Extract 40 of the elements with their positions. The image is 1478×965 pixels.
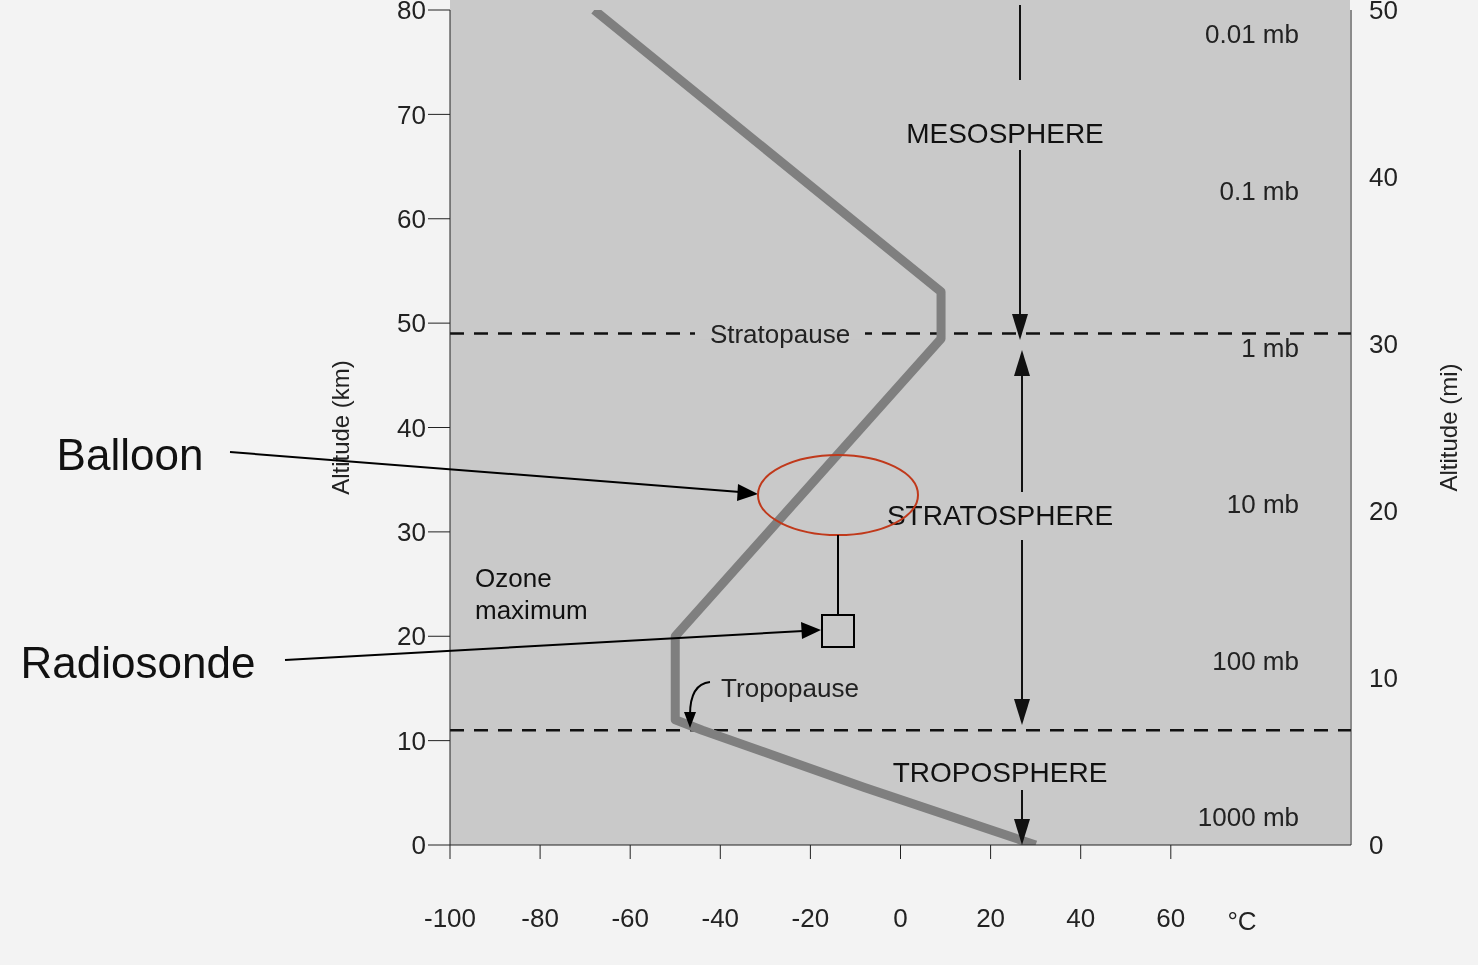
- y-tick-label: 30: [397, 517, 426, 548]
- y2-tick-label: 50: [1369, 0, 1398, 26]
- y2-tick-label: 40: [1369, 162, 1398, 193]
- ref-line-label: Stratopause: [709, 318, 851, 349]
- y-tick-label: 10: [397, 725, 426, 756]
- y-tick-label: 20: [397, 621, 426, 652]
- y-tick-label: 40: [397, 412, 426, 443]
- y-tick-label: 0: [411, 830, 426, 861]
- x-tick-label: 40: [1066, 903, 1096, 934]
- annotation: MESOSPHERE: [906, 118, 1104, 149]
- y-tick-label: 80: [397, 0, 426, 26]
- y-tick-label: 60: [397, 203, 426, 234]
- y3-tick-label: 1000 mb: [1197, 802, 1299, 833]
- y2-tick-label: 10: [1369, 663, 1398, 694]
- y3-tick-label: 0.01 mb: [1205, 19, 1299, 50]
- x-tick-label: 60: [1156, 903, 1186, 934]
- y3-tick-label: 10 mb: [1226, 489, 1299, 520]
- y-tick-label: 70: [397, 99, 426, 130]
- text: Balloon: [56, 430, 204, 479]
- y3-tick-label: 1 mb: [1241, 332, 1299, 363]
- x-tick-label: -40: [701, 903, 740, 934]
- y3-tick-label: 0.1 mb: [1219, 175, 1299, 206]
- x-tick-label: -100: [423, 903, 477, 934]
- y2-tick-label: 30: [1369, 329, 1398, 360]
- x-axis-title: °C: [1227, 906, 1257, 936]
- y-axis-title: Altitude (km): [326, 360, 354, 495]
- annotation: TROPOSPHERE: [892, 757, 1108, 788]
- text: Radiosonde: [20, 638, 256, 687]
- x-tick-label: -80: [521, 903, 559, 934]
- y-tick-label: 50: [397, 308, 426, 339]
- annotation: Ozone maximum: [475, 563, 588, 625]
- x-tick-label: -20: [791, 903, 830, 934]
- x-tick-label: 0: [893, 903, 908, 934]
- y2-axis-title: Altitude (mi): [1434, 363, 1462, 492]
- ref-line-label: Tropopause: [721, 673, 859, 704]
- y2-tick-label: 20: [1369, 496, 1398, 527]
- y2-tick-label: 0: [1369, 830, 1384, 861]
- x-tick-label: 20: [976, 903, 1006, 934]
- x-tick-label: -60: [611, 903, 649, 934]
- y3-tick-label: 100 mb: [1212, 645, 1299, 676]
